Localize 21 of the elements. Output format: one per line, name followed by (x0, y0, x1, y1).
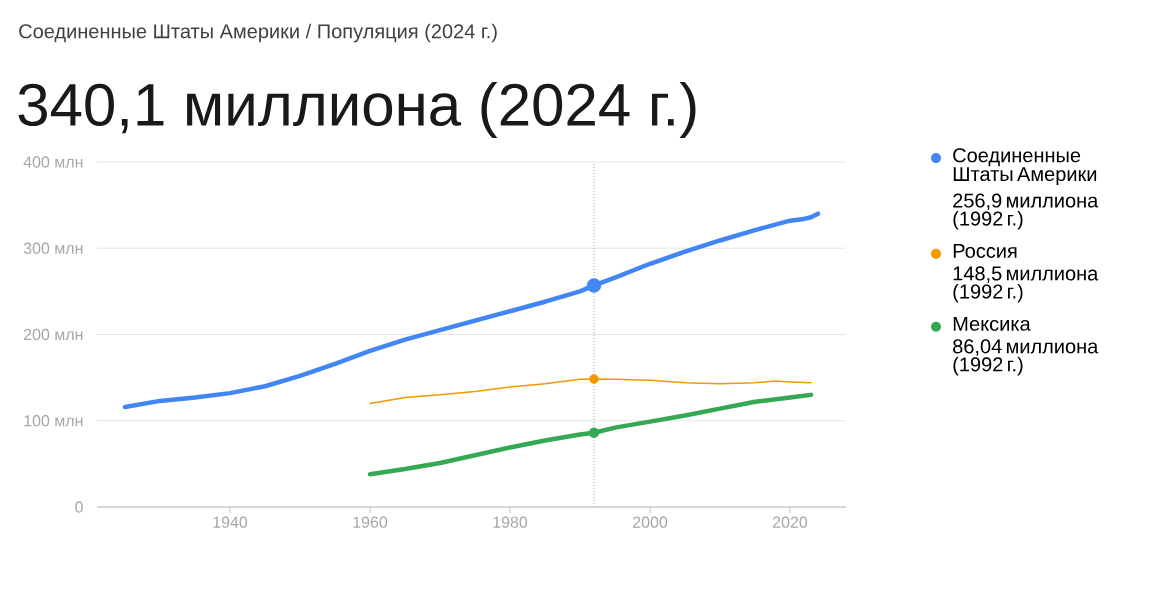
y-tick-label: 0 (75, 501, 83, 513)
y-tick-label: 200 млн (23, 328, 83, 341)
text: 148,5 миллиона (1992 г.) (953, 266, 1099, 303)
x-tick-label: 2020 (773, 516, 808, 528)
point (588, 427, 600, 438)
text: 86,04 миллиона (1992 г.) (953, 339, 1099, 376)
x-tick-label: 2000 (633, 516, 668, 528)
y-tick-label: 100 млн (24, 415, 83, 427)
legend-label: Соединенные Штаты Америки (953, 148, 1097, 186)
legend-label: Мексика (953, 316, 1031, 331)
x-tick-label: 1960 (353, 516, 388, 528)
y-tick-label: 400 млн (23, 156, 83, 168)
point (589, 374, 599, 384)
x-tick-label: 1940 (213, 516, 248, 528)
chart-title: Соединенные Штаты Америки / Популяция (2024 г.) (19, 23, 497, 43)
point (586, 278, 602, 293)
y-tick-label: 300 млн (23, 242, 83, 254)
x-tick-label: 1980 (493, 516, 528, 528)
chart-subtitle: 340,1 миллиона (2024 г.) (18, 82, 696, 138)
legend-label: Россия (953, 244, 1017, 258)
text: 256,9 миллиона (1992 г.) (953, 193, 1099, 230)
